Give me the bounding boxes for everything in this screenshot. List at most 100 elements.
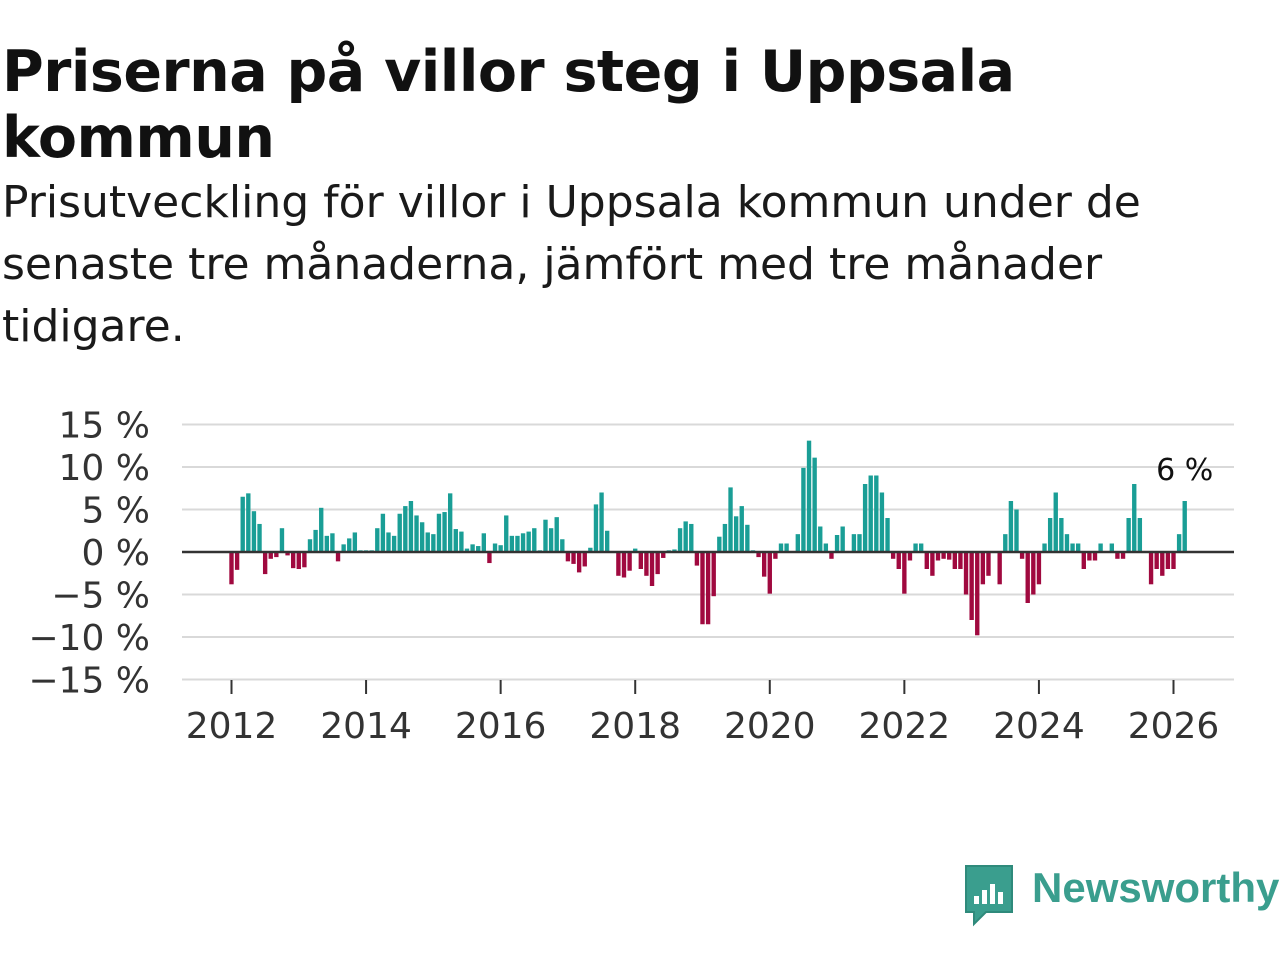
bar: [240, 496, 245, 552]
bar: [627, 552, 632, 571]
bar: [745, 524, 750, 552]
bar: [1109, 543, 1114, 552]
bar: [1160, 552, 1165, 576]
bar: [347, 538, 352, 552]
bar: [290, 552, 296, 569]
annotations: 6 %: [1156, 453, 1213, 488]
bar: [1047, 518, 1053, 552]
bar: [700, 552, 705, 625]
bar: [717, 536, 722, 552]
x-tick-label: 2026: [1128, 706, 1220, 747]
bar: [1008, 501, 1014, 552]
bar: [1137, 518, 1143, 552]
bar: [935, 552, 941, 561]
bar: [268, 552, 273, 559]
x-tick-label: 2018: [589, 706, 681, 747]
bar: [554, 517, 559, 552]
y-tick-label: −10 %: [28, 618, 150, 659]
bar: [1087, 552, 1092, 561]
bar: [515, 535, 520, 552]
bar: [823, 543, 829, 552]
bar: [1059, 518, 1064, 552]
bar: [279, 528, 285, 552]
bar: [728, 487, 733, 552]
bar: [459, 531, 464, 552]
bar: [1014, 509, 1019, 552]
bar: [1176, 534, 1182, 552]
bar: [907, 552, 913, 561]
bar: [532, 528, 537, 552]
bar: [857, 534, 862, 552]
bar: [1075, 543, 1081, 552]
x-axis: 2012 2014 2016 2018 2020 2022 2024 2026: [186, 680, 1220, 747]
chart-title: Priserna på villor steg i Uppsala kommun: [2, 39, 1015, 171]
bar: [711, 552, 716, 597]
bar: [694, 552, 700, 566]
bar: [274, 552, 279, 558]
bar: [633, 548, 638, 552]
bar: [705, 552, 711, 625]
bar: [801, 467, 806, 552]
x-tick-label: 2024: [993, 706, 1085, 747]
bar: [969, 552, 974, 620]
bar: [391, 535, 397, 552]
bar: [582, 552, 587, 567]
bar: [975, 552, 980, 636]
bar: [436, 513, 442, 552]
bar: [986, 552, 991, 576]
bar: [902, 552, 907, 594]
bar: [1098, 543, 1103, 552]
bar: [442, 512, 447, 552]
bar: [913, 543, 918, 552]
bar: [767, 552, 772, 594]
bar: [1154, 552, 1159, 569]
bar: [1042, 543, 1047, 552]
bar: [504, 515, 509, 552]
bar: [1092, 552, 1098, 561]
bar: [1070, 543, 1075, 552]
bar: [313, 529, 318, 552]
bar: [868, 475, 873, 552]
bar: [341, 544, 346, 552]
bar: [352, 532, 358, 552]
bar: [324, 535, 329, 552]
bar: [677, 528, 683, 552]
x-tick-label: 2016: [455, 706, 547, 747]
bar: [1025, 552, 1030, 603]
bar: [560, 539, 565, 552]
bar: [431, 534, 436, 552]
bar: [481, 533, 486, 552]
bar: [257, 523, 262, 552]
bar: [1019, 552, 1025, 559]
bar: [958, 552, 963, 569]
bar: [335, 552, 341, 562]
bar: [733, 516, 739, 552]
bar: [251, 511, 257, 552]
bar: [1126, 518, 1131, 552]
bar: [453, 529, 458, 552]
bar: [649, 552, 655, 586]
bar: [1036, 552, 1042, 585]
bar: [644, 552, 649, 576]
y-tick-label: 10 %: [59, 448, 150, 489]
bar: [414, 515, 419, 552]
bar: [672, 549, 677, 552]
y-tick-label: 0 %: [81, 533, 150, 574]
bar: [1171, 552, 1176, 569]
bar: [896, 552, 901, 569]
x-tick-label: 2014: [320, 706, 412, 747]
bar: [655, 552, 660, 575]
bar: [812, 457, 817, 552]
bar: [319, 507, 324, 552]
bar: [784, 543, 789, 552]
newsworthy-logo-icon: [965, 865, 1013, 927]
bar: [1182, 501, 1187, 552]
bar: [806, 440, 812, 552]
bar: [773, 552, 778, 559]
bar: [425, 532, 430, 552]
bar: [593, 504, 599, 552]
newsworthy-logo[interactable]: Newsworthy: [962, 862, 1280, 932]
y-tick-label: −15 %: [28, 661, 150, 702]
y-tick-label: 15 %: [59, 406, 150, 447]
bar: [840, 526, 845, 552]
